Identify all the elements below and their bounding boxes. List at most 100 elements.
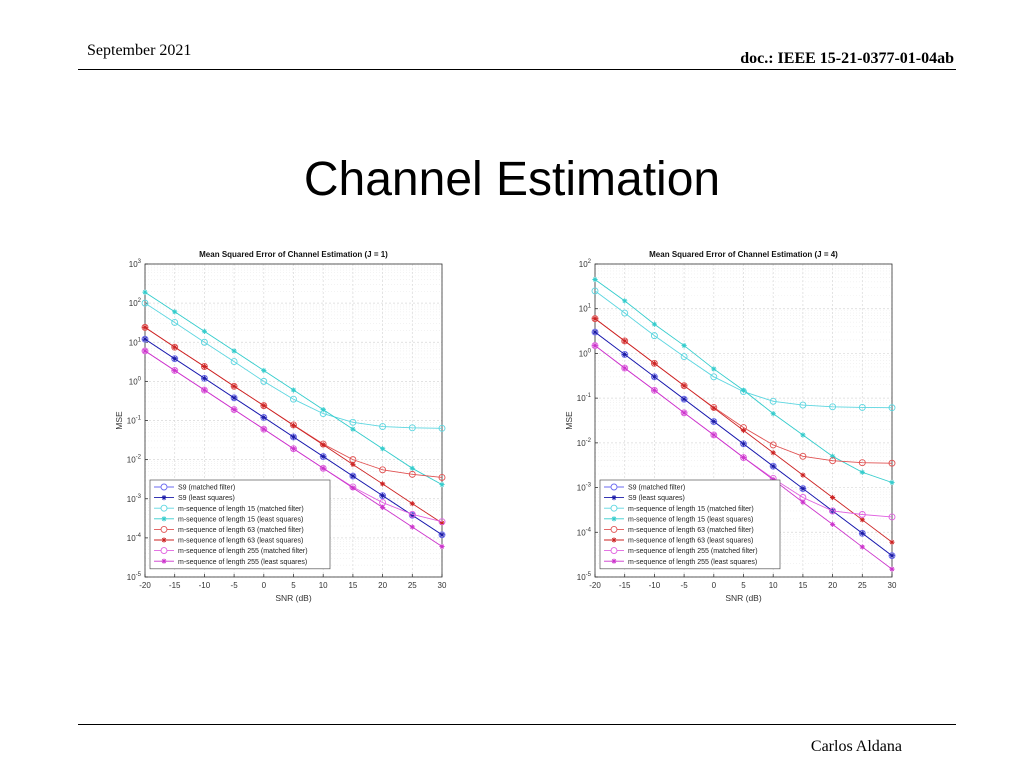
data-point [380, 446, 386, 452]
data-point [740, 440, 747, 448]
legend-marker [160, 525, 168, 533]
legend-marker [160, 504, 168, 512]
y-tick-exponent: -4 [586, 527, 592, 533]
data-point [171, 355, 179, 363]
data-point [408, 510, 416, 518]
legend-label: m-sequence of length 15 (least squares) [178, 516, 303, 523]
x-tick-label: -15 [619, 581, 631, 590]
x-tick-label: 0 [262, 581, 267, 590]
legend-label: m-sequence of length 255 (least squares) [628, 559, 757, 566]
x-tick-label: 30 [438, 581, 447, 590]
x-tick-label: 20 [378, 581, 387, 590]
data-point [799, 485, 807, 493]
data-point [142, 324, 148, 330]
y-tick-label: 10-2 [127, 455, 142, 465]
data-point [290, 445, 297, 453]
chart-title: Mean Squared Error of Channel Estimation… [199, 250, 388, 259]
legend-marker [161, 495, 167, 501]
chart-j4: 10-5 10-4 10-3 10-2 10-1 100 101 102 -20 -15 -10 -5… [560, 244, 910, 606]
x-tick-label: 20 [828, 581, 837, 590]
legend: S9 (matched filter) S9 (least squares) m-s… [149, 479, 331, 570]
data-point [201, 363, 207, 370]
legend-item: m-sequence of length 15 (least squares) [154, 516, 303, 523]
legend-marker [610, 547, 618, 555]
data-point [651, 387, 657, 393]
data-point [200, 363, 208, 370]
data-point [681, 396, 687, 402]
data-point [650, 386, 658, 394]
x-tick-label: 15 [348, 581, 357, 590]
data-point [888, 404, 896, 412]
series-8 [142, 348, 445, 550]
data-point [769, 397, 777, 405]
y-tick-label: 10-4 [127, 533, 142, 543]
legend-marker [161, 516, 167, 522]
data-point [800, 472, 806, 478]
data-point [379, 466, 387, 474]
data-point [858, 459, 866, 467]
data-point [319, 453, 327, 460]
data-point [858, 511, 866, 518]
x-axis-label: SNR (dB) [725, 593, 762, 603]
data-point [859, 530, 865, 536]
data-point [409, 501, 415, 507]
data-point [200, 338, 208, 346]
data-point [622, 338, 628, 344]
data-point [379, 492, 387, 500]
data-point [621, 337, 629, 345]
legend-box [599, 479, 781, 570]
data-point [171, 319, 179, 326]
series-2 [142, 336, 445, 538]
y-tick-exponent: -3 [586, 483, 592, 489]
data-point [769, 462, 777, 470]
series-line [144, 302, 443, 429]
y-tick-label: 100 [579, 348, 592, 358]
x-tick-label: 10 [769, 581, 778, 590]
legend: S9 (matched filter) S9 (least squares) m-s… [599, 479, 781, 570]
footer-divider [78, 724, 956, 725]
legend-marker [611, 516, 617, 522]
data-point [681, 410, 687, 416]
data-point [230, 382, 238, 390]
x-tick-label: -5 [681, 581, 689, 590]
data-point [320, 453, 326, 460]
series-8 [592, 342, 895, 572]
x-tick-label: -20 [589, 581, 601, 590]
data-point [438, 474, 446, 481]
data-point [172, 309, 178, 315]
y-axis-label: MSE [114, 411, 124, 430]
data-point [290, 387, 297, 393]
data-point [680, 382, 688, 390]
y-tick-label: 10-3 [127, 494, 142, 504]
data-point [409, 512, 415, 518]
data-point [711, 432, 717, 438]
legend-label: m-sequence of length 255 (matched filter… [178, 548, 308, 555]
data-point [141, 347, 149, 355]
data-point [172, 356, 178, 362]
y-tick-exponent: -2 [586, 438, 592, 444]
slide-title: Channel Estimation [303, 153, 721, 206]
y-tick-label: 101 [579, 304, 592, 314]
data-point [770, 450, 776, 456]
data-point [261, 414, 267, 421]
data-point [769, 441, 777, 449]
data-point [800, 499, 806, 505]
y-tick-exponent: -5 [136, 572, 142, 578]
data-point [680, 409, 688, 417]
data-point [320, 465, 326, 471]
data-point [350, 426, 356, 432]
x-tick-label: 0 [712, 581, 717, 590]
x-tick-label: -5 [231, 581, 239, 590]
data-point [800, 485, 806, 492]
data-point [711, 366, 717, 372]
data-point [349, 472, 357, 480]
data-point [859, 517, 865, 523]
data-point [650, 359, 658, 367]
data-point [439, 481, 445, 488]
data-point [888, 459, 896, 467]
data-point [409, 524, 415, 530]
data-point [319, 464, 327, 472]
legend-label: m-sequence of length 15 (matched filter) [178, 506, 304, 513]
data-point [799, 401, 807, 409]
x-tick-label: -20 [139, 581, 151, 590]
